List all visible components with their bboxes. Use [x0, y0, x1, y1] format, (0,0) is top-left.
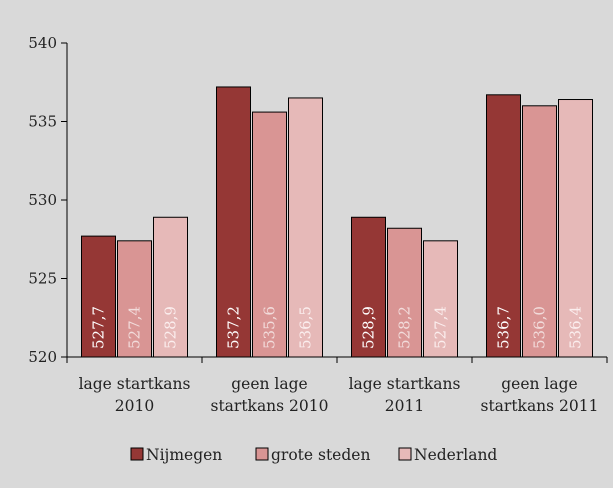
bar-data-label: 527,7	[90, 306, 108, 349]
legend-label: grote steden	[271, 446, 370, 464]
bar-data-label: 536,7	[495, 306, 513, 349]
bars: 527,7 527,4 528,9 537,2 535,6 536,5 528,9 528,2…	[81, 86, 593, 358]
bar-data-label: 536,0	[531, 306, 549, 349]
category-label: 2011	[385, 397, 424, 415]
category-label: startkans 2010	[210, 397, 328, 415]
bar-nederland	[558, 99, 593, 358]
bar-data-label: 528,9	[360, 306, 378, 349]
bar-data-label: 535,6	[261, 306, 279, 349]
bar-grote-steden	[117, 240, 152, 358]
legend-swatch	[398, 447, 412, 461]
bar-nederland	[288, 97, 323, 358]
legend: Nijmegen grote steden Nederland	[130, 446, 497, 464]
category-label: startkans 2011	[480, 397, 598, 415]
y-tick-label: 525	[28, 270, 57, 288]
legend-swatch	[130, 447, 144, 461]
y-tick-label: 530	[28, 191, 57, 209]
category-label: 2010	[115, 397, 154, 415]
category-labels: lage startkans 2010 geen lage startkans 201…	[79, 375, 599, 415]
legend-swatch	[255, 447, 269, 461]
category-label: geen lage	[231, 375, 307, 393]
y-tick-label: 520	[28, 348, 57, 366]
bar-data-label: 536,5	[297, 306, 315, 349]
bar-nijmegen	[216, 86, 251, 358]
bar-nijmegen	[81, 235, 116, 358]
y-tick-label: 540	[28, 34, 57, 52]
bar-data-label: 537,2	[225, 306, 243, 349]
bar-nederland	[423, 240, 458, 358]
bar-grote-steden	[252, 111, 287, 358]
category-label: lage startkans	[79, 375, 191, 393]
legend-label: Nederland	[414, 446, 497, 464]
category-label: lage startkans	[349, 375, 461, 393]
legend-label: Nijmegen	[146, 446, 222, 464]
bar-data-label: 528,2	[396, 306, 414, 349]
bar-nederland	[153, 216, 188, 358]
bar-grote-steden	[522, 105, 557, 358]
bar-data-label: 528,9	[162, 306, 180, 349]
bar-grote-steden	[387, 227, 422, 358]
bar-nijmegen	[486, 94, 521, 358]
bar-data-label: 527,4	[126, 306, 144, 349]
bar-nijmegen	[351, 216, 386, 358]
bar-data-label: 527,4	[432, 306, 450, 349]
bar-data-label: 536,4	[567, 306, 585, 349]
y-tick-label: 535	[28, 113, 57, 131]
category-label: geen lage	[501, 375, 577, 393]
